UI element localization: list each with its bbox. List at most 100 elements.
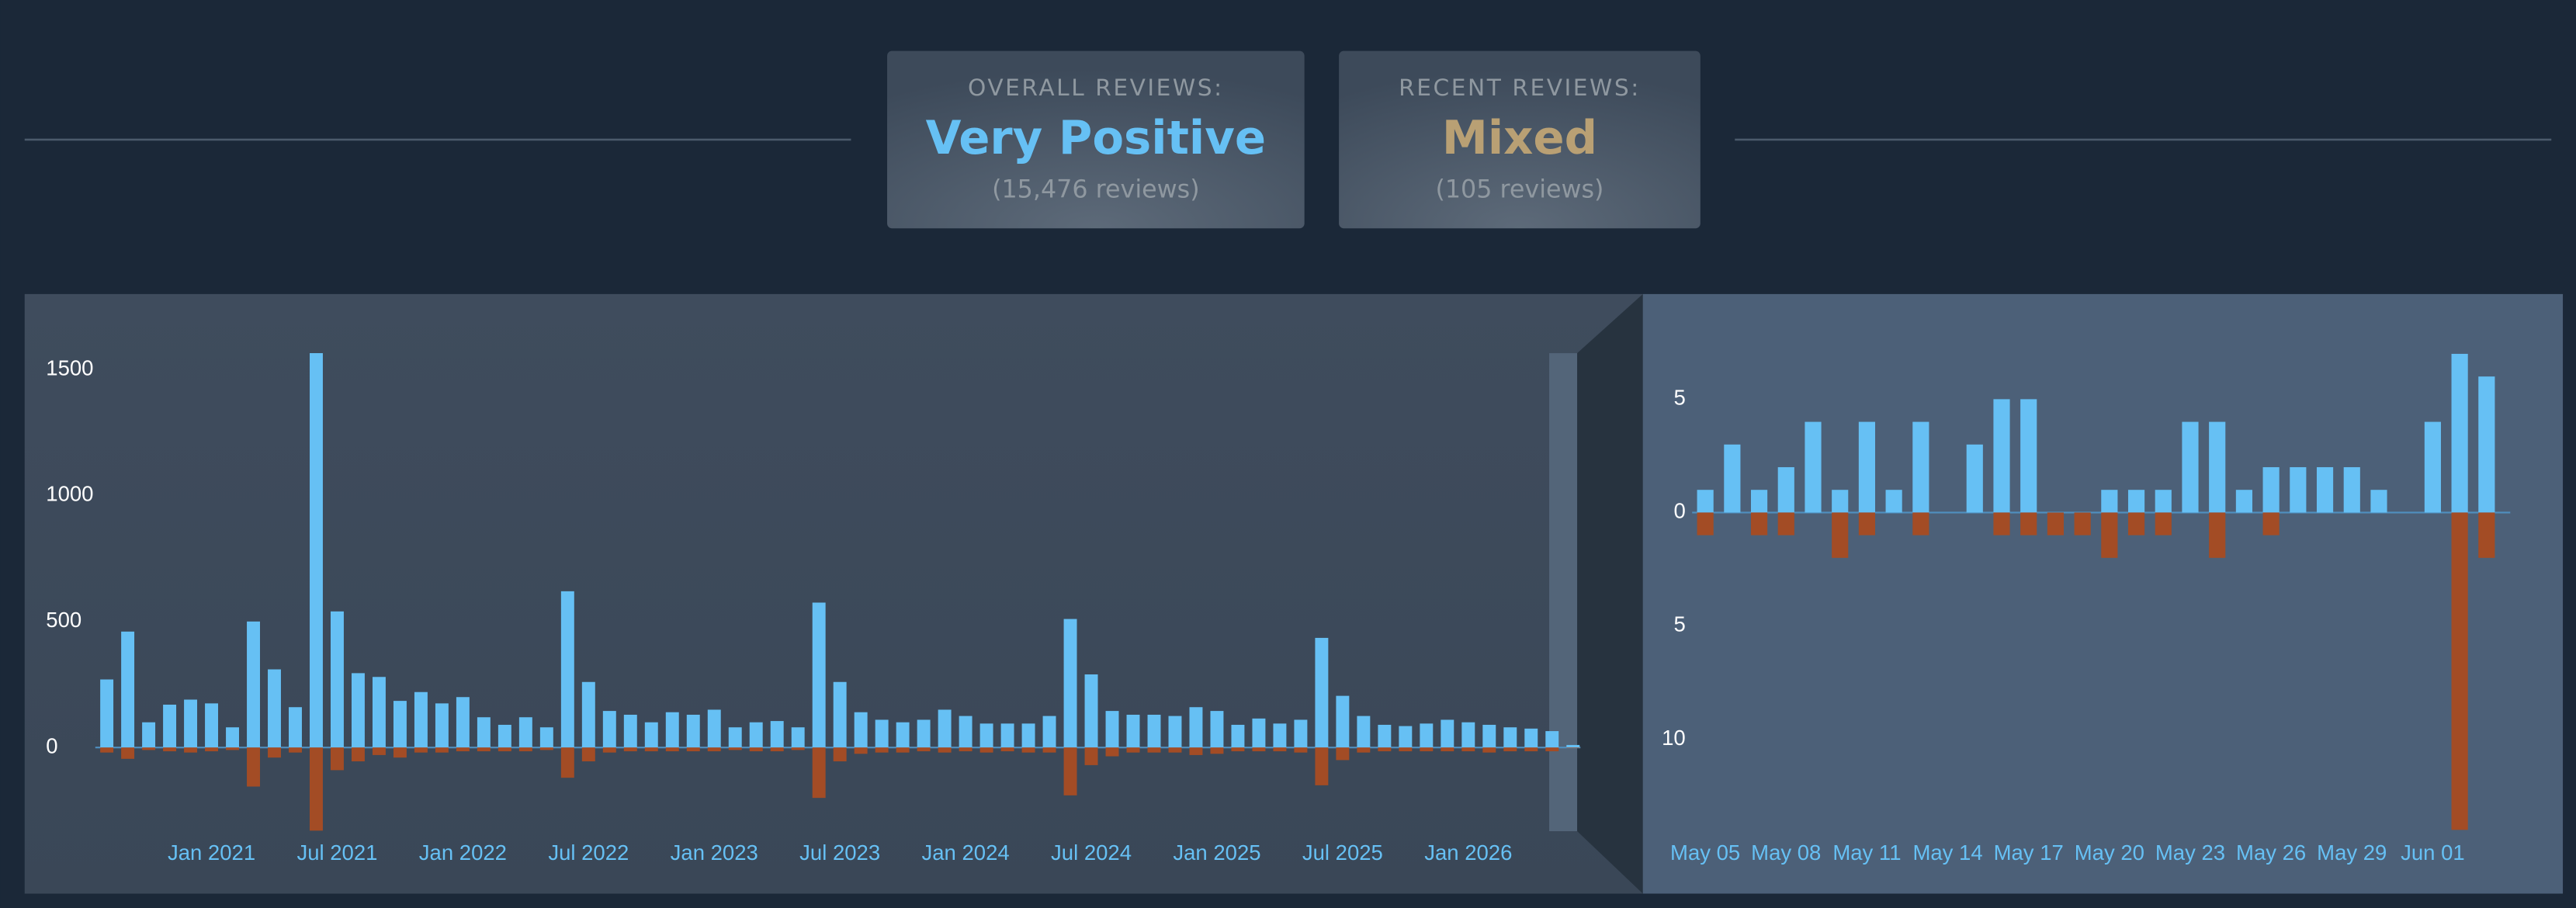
bar (602, 711, 616, 748)
bar (205, 747, 219, 752)
bar (1912, 421, 1929, 513)
bar (330, 747, 344, 771)
bar (1231, 724, 1245, 748)
recent-label: RECENT REVIEWS: (1399, 74, 1641, 101)
bar (686, 747, 700, 752)
bar (2478, 512, 2495, 558)
bar (1399, 726, 1413, 748)
bar (749, 722, 763, 748)
recent-reviews-box (1339, 50, 1701, 229)
bar (1294, 719, 1308, 748)
zoom-window (1549, 353, 1578, 832)
bar (581, 681, 595, 748)
bar (351, 747, 365, 762)
bar (435, 703, 449, 748)
bar (1252, 747, 1266, 752)
bar (1063, 747, 1077, 795)
bar (268, 747, 281, 758)
bar (1482, 724, 1496, 748)
x-tick-label: Jan 2023 (671, 840, 758, 865)
bar (707, 709, 721, 748)
bar (581, 747, 595, 762)
bar (1420, 747, 1434, 752)
bar (749, 747, 763, 752)
bar (247, 747, 260, 787)
x-tick-label: Jul 2025 (1302, 840, 1383, 865)
bar (121, 747, 135, 759)
bar (896, 747, 910, 753)
bar (1357, 747, 1371, 753)
bar (2370, 490, 2387, 513)
bar (623, 714, 637, 748)
x-tick-label: Jun 01 (2401, 840, 2465, 865)
x-tick-label: May 26 (2236, 840, 2306, 865)
bar (100, 747, 114, 753)
bar (2478, 376, 2495, 513)
y-tick-label: 5 (1673, 386, 1685, 410)
bar (1126, 714, 1140, 748)
bar (854, 712, 868, 748)
bar (2451, 353, 2468, 513)
bar (184, 699, 198, 748)
bar (1147, 747, 1161, 753)
bar (560, 747, 574, 778)
y-tick-label: 0 (46, 733, 57, 757)
bar (1912, 512, 1929, 535)
bar (833, 747, 847, 762)
bar (1231, 747, 1245, 752)
bar (1105, 711, 1119, 748)
bar (644, 722, 658, 748)
bar (142, 747, 156, 750)
bar (268, 669, 281, 748)
y-tick-label: 10 (1662, 726, 1686, 750)
bar (539, 747, 553, 750)
bar (602, 747, 616, 753)
bar (1336, 695, 1350, 748)
bar (2235, 490, 2252, 513)
bar (226, 747, 239, 750)
bar (1777, 512, 1794, 535)
bar (1697, 512, 1714, 535)
bar (1126, 747, 1140, 753)
bar (2020, 512, 2037, 535)
bar (330, 611, 344, 748)
x-tick-label: May 23 (2155, 840, 2225, 865)
bar (539, 727, 553, 748)
bar (498, 747, 511, 752)
x-tick-label: May 11 (1832, 840, 1901, 865)
bar (728, 727, 742, 748)
bar (2127, 490, 2145, 513)
bar (707, 747, 721, 752)
x-tick-label: Jul 2021 (296, 840, 377, 865)
x-tick-label: Jan 2021 (168, 840, 255, 865)
bar (1042, 716, 1056, 748)
bar (875, 719, 889, 748)
bar (1084, 674, 1098, 748)
bar (1273, 747, 1287, 752)
bar (518, 717, 532, 748)
bar (1000, 747, 1014, 752)
bar (1084, 747, 1098, 765)
x-tick-label: May 14 (1912, 840, 1982, 865)
x-tick-label: May 08 (1751, 840, 1821, 865)
x-tick-label: Jul 2022 (548, 840, 629, 865)
bar (1832, 490, 1849, 513)
bar (1420, 723, 1434, 748)
bar (1503, 727, 1517, 748)
bar (1724, 444, 1741, 513)
bar (414, 691, 428, 748)
bar (1461, 722, 1475, 748)
x-tick-label: Jul 2023 (799, 840, 880, 865)
plots: 0 500 1000 1500 Jan 2021 Jul 2021 Jan 2022 Jul … (46, 353, 2511, 865)
x-tick-label: May 20 (2075, 840, 2144, 865)
bar (1042, 747, 1056, 753)
bar (1777, 466, 1794, 513)
bar (1805, 421, 1822, 513)
bar (1993, 512, 2010, 535)
zoom-connector (1577, 293, 1643, 894)
bar (812, 602, 826, 748)
bar (959, 747, 973, 752)
x-tick-label: May 29 (2317, 840, 2387, 865)
bar (1105, 747, 1119, 757)
